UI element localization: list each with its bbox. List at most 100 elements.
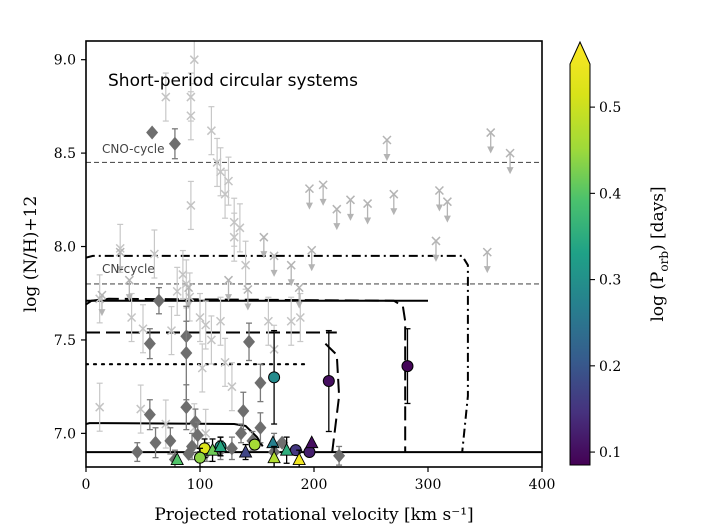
colorbar-gradient	[569, 40, 591, 466]
gray-cross-marker	[235, 223, 245, 233]
x-tick-label: 0	[82, 477, 91, 493]
gray-diamond-marker	[225, 441, 238, 456]
gray-cross-marker	[212, 157, 222, 167]
upper-limit-point	[223, 275, 234, 302]
gray-diamond-marker	[143, 336, 156, 351]
circle-point	[268, 329, 281, 425]
gray-diamond-marker	[152, 293, 165, 308]
upper-limit-point	[442, 197, 452, 223]
gray-diamond-marker	[149, 435, 162, 450]
gray-diamond-point	[182, 446, 195, 461]
gray-cross-marker	[166, 326, 177, 336]
x-tick-label: 300	[415, 477, 442, 493]
upper-limit-marker	[304, 184, 314, 194]
upper-limit-marker	[505, 148, 515, 158]
upper-limit-point	[184, 283, 194, 309]
upper-limit-point	[304, 184, 314, 210]
colorbar-tick-label: 0.3	[599, 273, 621, 289]
upper-limit-point	[332, 204, 342, 231]
upper-limit-arrowhead	[506, 167, 514, 175]
upper-limit-arrowhead	[225, 294, 232, 302]
gray-cross-marker	[185, 292, 195, 302]
colorbar-tick-label: 0.2	[599, 359, 621, 375]
gray-diamond-marker	[237, 403, 250, 418]
gray-cross-point	[201, 300, 211, 350]
y-axis-ticks: 7.0 7.5 8.0 8.5 9.0	[54, 53, 86, 442]
triangle-point	[279, 436, 294, 464]
triangle-point	[292, 449, 306, 467]
upper-limit-marker	[442, 197, 452, 207]
triangle-point	[267, 445, 281, 467]
gray-diamond-marker	[182, 446, 195, 461]
upper-limit-point	[434, 185, 444, 212]
gray-diamond-point	[146, 125, 159, 140]
gray-cross-marker	[201, 320, 211, 330]
upper-limit-point	[505, 148, 515, 175]
upper-limit-arrowhead	[443, 215, 451, 223]
gray-cross-marker	[295, 312, 305, 323]
model-track-solid	[86, 422, 264, 447]
upper-limit-arrowhead	[308, 264, 316, 272]
gray-cross-marker	[95, 402, 105, 412]
upper-limit-point	[115, 247, 125, 274]
upper-limit-arrowhead	[270, 269, 278, 277]
gray-diamond-point	[143, 399, 156, 431]
circle-marker	[248, 438, 261, 451]
gray-cross-marker	[206, 335, 216, 345]
x-axis-ticks: 0 100 200 300 400	[82, 467, 556, 493]
gray-cross-point	[138, 304, 148, 354]
gray-cross-point	[206, 106, 216, 156]
gray-diamond-marker	[235, 426, 248, 441]
upper-limit-point	[259, 232, 269, 259]
gray-cross-points	[95, 41, 305, 458]
upper-limit-marker	[269, 251, 279, 261]
gray-diamond-marker	[131, 445, 144, 460]
triangle-point	[205, 438, 220, 463]
upper-limit-arrowhead	[295, 301, 303, 309]
x-tick-label: 400	[529, 477, 556, 493]
upper-limit-marker	[382, 135, 392, 145]
circle-point	[401, 328, 414, 405]
upper-limit-marker	[431, 236, 441, 246]
gray-cross-point	[212, 137, 222, 188]
gray-cross-point	[189, 41, 199, 85]
upper-limit-point	[486, 128, 496, 154]
gray-cross-point	[263, 296, 273, 346]
upper-limit-arrowhead	[483, 266, 491, 274]
gray-cross-marker	[186, 200, 196, 210]
gray-diamond-point	[254, 412, 267, 444]
gray-cross-marker	[172, 286, 182, 296]
circle-point	[322, 329, 335, 433]
upper-limit-arrowhead	[319, 198, 327, 206]
triangle-point	[304, 435, 319, 449]
model-track-dashdot	[86, 254, 469, 453]
y-tick-label: 7.0	[54, 426, 76, 442]
triangle-marker	[267, 450, 281, 464]
y-axis-label: log (N/H)+12	[21, 196, 41, 313]
circle-marker	[303, 446, 316, 459]
cno-cycle-label: CNO-cycle	[102, 142, 164, 156]
colorbar: 0.1 0.2 0.3 0.4 0.5 log (Porb) [days]	[569, 40, 671, 466]
upper-limit-arrowhead	[383, 154, 391, 162]
model-track-longdash	[324, 342, 341, 453]
gray-cross-marker	[178, 270, 188, 280]
gray-diamond-marker	[180, 346, 193, 361]
gray-cross-marker	[127, 312, 137, 323]
gray-cross-marker	[215, 316, 226, 326]
gray-cross-point	[178, 249, 188, 300]
gray-diamond-point	[225, 436, 238, 461]
gray-cross-point	[223, 156, 234, 206]
gray-diamond-marker	[243, 334, 256, 349]
gray-diamond-marker	[191, 428, 204, 443]
gray-cross-point	[166, 306, 177, 356]
colorbar-tick-label: 0.4	[599, 186, 621, 202]
upper-limit-point	[243, 284, 253, 311]
colorbar-label-head: log (P	[648, 272, 668, 322]
gray-cross-marker	[220, 189, 230, 199]
gray-diamond-marker	[143, 407, 156, 422]
gray-cross-point	[206, 315, 216, 365]
reference-lines	[86, 161, 542, 285]
gray-cross-point	[241, 240, 251, 290]
upper-limit-point	[97, 290, 107, 317]
